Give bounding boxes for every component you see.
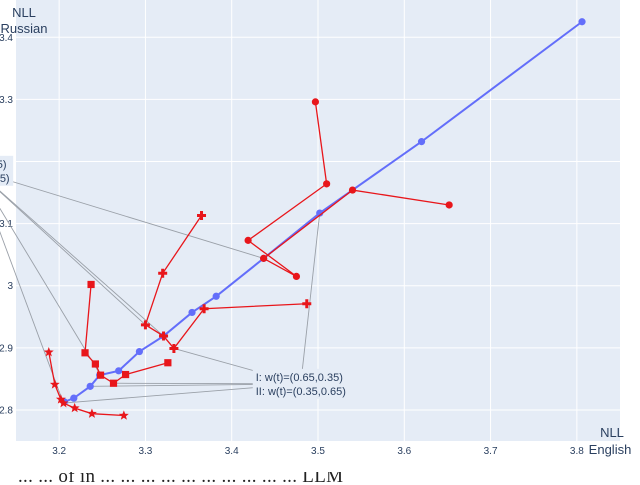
star-marker <box>43 346 54 357</box>
annotation-label: I: w(t)=(0.65,0.35) <box>256 372 343 384</box>
x-tick-label: 3.8 <box>570 446 584 457</box>
circle-marker <box>244 236 252 244</box>
star-marker <box>55 394 66 404</box>
annotation-label: I: (0.35,0.65) <box>0 159 7 171</box>
annotation-label: II: (0.65,0.35) <box>0 173 10 185</box>
star-marker <box>69 402 80 413</box>
y-axis-label-line2: Russian <box>1 21 48 36</box>
annotation-box <box>0 155 14 186</box>
tick-labels: 3.23.33.43.53.63.73.82.82.933.13.23.33.4 <box>0 33 584 457</box>
annotation-box <box>252 368 349 399</box>
gridlines <box>16 0 620 441</box>
square-marker <box>121 370 130 379</box>
annotation-connector <box>0 191 146 326</box>
circle-marker <box>417 138 426 146</box>
square-marker <box>109 379 118 387</box>
circle-marker <box>86 382 94 390</box>
plus-marker <box>199 304 209 314</box>
plus-marker <box>169 343 179 353</box>
circle-marker <box>445 201 453 209</box>
square-marker <box>81 349 89 357</box>
circle-marker <box>311 98 320 106</box>
x-tick-label: 3.6 <box>397 446 411 457</box>
circle-marker <box>188 308 196 317</box>
plus-marker <box>140 320 150 330</box>
circle-marker <box>348 186 357 194</box>
y-tick-label: 2.9 <box>0 343 13 354</box>
star-marker <box>49 379 60 389</box>
x-tick-label: 3.4 <box>225 446 239 457</box>
annotation-connector <box>0 177 264 259</box>
plus-marker <box>197 211 207 221</box>
circle-marker <box>135 347 143 356</box>
annotation-connector <box>0 230 64 404</box>
plus-marker <box>158 268 168 278</box>
y-tick-label: 2.8 <box>0 405 13 416</box>
y-tick-label: 3 <box>7 281 13 292</box>
x-axis-label-line1: NLL <box>600 425 624 440</box>
circle-marker <box>316 209 324 217</box>
y-tick-label: 3.1 <box>0 219 13 230</box>
circle-marker <box>578 18 586 26</box>
circle-marker <box>292 272 301 281</box>
plus-marker <box>302 299 312 309</box>
x-tick-label: 3.3 <box>138 446 152 457</box>
square-marker <box>91 360 99 368</box>
x-tick-label: 3.7 <box>484 446 498 457</box>
caption-text: ... ... of in ... ... ... ... ... ... ..… <box>18 472 344 485</box>
annotations: I: (0.35,0.65) II: (0.65,0.35) I: w(t)=(0.… <box>0 155 349 404</box>
x-axis-label-line2: English <box>589 442 632 457</box>
square-marker <box>87 280 95 289</box>
y-tick-label: 3.4 <box>0 33 13 44</box>
figure-caption: ... ... of in ... ... ... ... ... ... ..… <box>0 472 640 485</box>
star-marker <box>58 397 69 408</box>
y-axis-label-line1: NLL <box>12 5 36 20</box>
data-series <box>43 18 586 420</box>
star-marker <box>118 410 129 420</box>
x-tick-label: 3.5 <box>311 446 325 457</box>
x-tick-label: 3.2 <box>52 446 66 457</box>
square-marker <box>164 359 172 367</box>
circle-marker <box>212 292 220 300</box>
square-marker <box>96 371 105 379</box>
annotation-connector <box>300 212 321 384</box>
y-tick-label: 3.3 <box>0 95 13 106</box>
star-marker <box>86 408 97 418</box>
annotation-connector <box>0 190 164 337</box>
circle-marker <box>70 394 78 402</box>
annotation-label: II: w(t)=(0.35,0.65) <box>256 386 346 398</box>
annotation-connector <box>0 207 101 376</box>
circle-marker <box>323 180 331 188</box>
plus-marker <box>159 331 169 341</box>
circle-marker <box>115 367 123 375</box>
circle-marker <box>260 254 268 262</box>
